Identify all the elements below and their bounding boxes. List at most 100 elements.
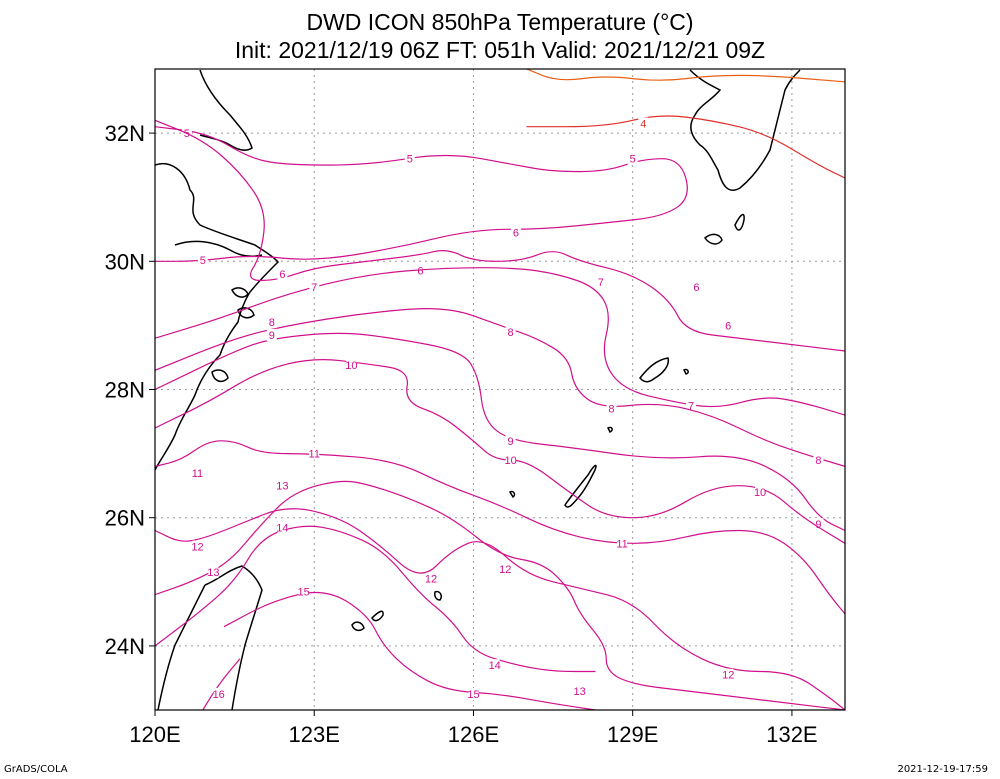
- isotherm-13: [155, 480, 845, 710]
- contour-label-bg: [197, 254, 208, 267]
- okinawa-island: [564, 464, 597, 508]
- contour-label-bg: [505, 454, 516, 467]
- contour-label-bg: [723, 668, 734, 681]
- contour-label: 11: [309, 449, 320, 461]
- contour-label: 12: [722, 670, 734, 682]
- contour-label-bg: [192, 540, 203, 553]
- contour-label-bg: [489, 659, 500, 672]
- tanegashima: [703, 213, 745, 245]
- contour-label-bg: [574, 684, 585, 697]
- contour-label-bg: [500, 562, 511, 575]
- isotherm-14: [155, 525, 596, 673]
- contour-label: 6: [417, 265, 423, 277]
- china-coast: [155, 163, 280, 471]
- kyushu-coast: [689, 69, 801, 191]
- isotherm-12: [155, 508, 845, 710]
- lon-tick-label: 129E: [607, 722, 658, 747]
- contour-label: 6: [279, 269, 285, 281]
- contour-label: 6: [725, 320, 731, 332]
- taiwan-coast: [157, 565, 263, 710]
- lat-tick-label: 24N: [105, 634, 145, 659]
- contour-label-bg: [638, 117, 649, 130]
- contour-label-bg: [813, 518, 824, 531]
- contour-label: 8: [508, 327, 514, 339]
- lat-tick-label: 28N: [105, 378, 145, 403]
- contour-label-bg: [755, 486, 766, 499]
- isotherm-7: [155, 267, 845, 416]
- contour-label: 14: [489, 660, 501, 672]
- isotherm-16: [202, 658, 241, 710]
- contour-label-bg: [606, 402, 617, 415]
- contour-label-bg: [510, 226, 521, 239]
- isotherm-11: [155, 440, 845, 615]
- contour-label-bg: [277, 521, 288, 534]
- footer-software: GrADS/COLA: [4, 764, 68, 775]
- contour-label-bg: [277, 479, 288, 492]
- contour-label-bg: [192, 466, 203, 479]
- amami-oshima: [639, 357, 670, 383]
- contour-label: 12: [191, 542, 203, 554]
- contour-label-bg: [813, 454, 824, 467]
- contour-label: 5: [184, 128, 190, 140]
- contour-label: 14: [276, 522, 288, 534]
- contour-label-bg: [298, 585, 309, 598]
- contour-label-bg: [309, 447, 320, 460]
- contour-label: 9: [815, 519, 821, 531]
- contour-label: 8: [269, 317, 275, 329]
- contour-label: 12: [425, 574, 437, 586]
- isotherm-5: [155, 126, 688, 262]
- contour-label-bg: [505, 325, 516, 338]
- contour-label: 6: [513, 227, 519, 239]
- contour-label: 15: [467, 689, 479, 701]
- contour-label: 10: [754, 487, 766, 499]
- contour-label: 5: [200, 255, 206, 267]
- contour-label-bg: [595, 275, 606, 288]
- contour-label: 10: [345, 360, 357, 372]
- contour-label: 13: [207, 567, 219, 579]
- contour-label-bg: [309, 280, 320, 293]
- footer-timestamp: 2021-12-19-17:59: [897, 764, 988, 775]
- contour-label: 9: [508, 436, 514, 448]
- lat-tick-label: 30N: [105, 249, 145, 274]
- isotherm-9: [155, 332, 845, 532]
- contour-label-bg: [346, 359, 357, 372]
- contour-label: 9: [269, 330, 275, 342]
- contour-label: 7: [311, 282, 317, 294]
- contour-label-bg: [266, 316, 277, 329]
- lat-tick-label: 32N: [105, 121, 145, 146]
- graticule: [154, 69, 845, 710]
- miyako-island: [351, 610, 384, 632]
- lon-tick-label: 126E: [448, 722, 499, 747]
- contour-label-bg: [686, 399, 697, 412]
- contour-label-bg: [691, 280, 702, 293]
- contour-label-bg: [208, 566, 219, 579]
- contour-label: 8: [608, 404, 614, 416]
- axis-ticks: 120E 123E 126E 129E 132E 24N 26N 28N 30N 32N: [105, 121, 818, 747]
- contour-label-bg: [505, 434, 516, 447]
- contour-label-bg: [723, 319, 734, 332]
- lon-tick-label: 120E: [129, 722, 180, 747]
- isotherm-4: [526, 115, 845, 179]
- yangtze-shore: [199, 69, 253, 151]
- isotherm-3: [526, 69, 845, 83]
- contour-label: 5: [407, 154, 413, 166]
- contour-label: 5: [630, 154, 636, 166]
- isotherm-8: [155, 308, 845, 467]
- contour-label-bg: [426, 572, 436, 585]
- contour-label: 13: [276, 481, 288, 493]
- contour-label: 8: [815, 455, 821, 467]
- lat-tick-label: 26N: [105, 506, 145, 531]
- contour-label-bg: [468, 687, 479, 700]
- isotherm-6: [155, 119, 845, 352]
- chart-title: DWD ICON 850hPa Temperature (°C): [306, 9, 694, 35]
- contour-label: 15: [297, 586, 309, 598]
- contour-label: 11: [616, 538, 627, 550]
- contour-label: 4: [640, 118, 646, 130]
- contour-label: 6: [693, 282, 699, 294]
- contour-label: 7: [688, 401, 694, 413]
- contour-label-bg: [266, 329, 277, 342]
- contour-label: 10: [504, 455, 516, 467]
- contour-label: 11: [192, 468, 203, 480]
